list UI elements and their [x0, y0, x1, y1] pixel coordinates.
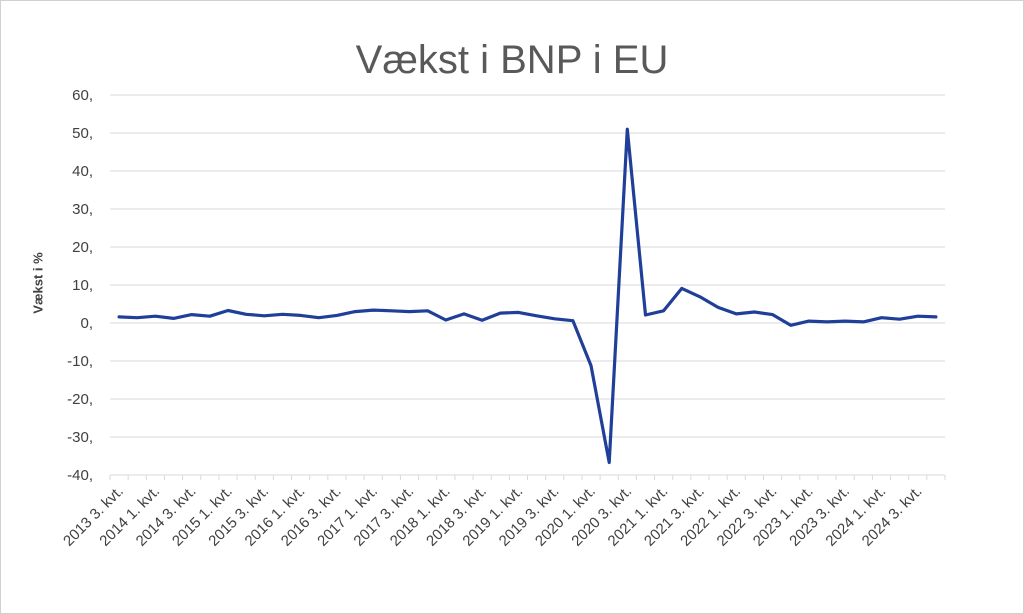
x-axis	[109, 474, 946, 480]
y-tick-label: 60,	[72, 87, 93, 104]
y-tick-label: 30,	[72, 201, 93, 218]
x-axis-ticks: 2013 3. kvt.2014 1. kvt.2014 3. kvt.2015…	[60, 483, 926, 550]
y-tick-label: 10,	[72, 277, 93, 294]
data-point	[753, 310, 756, 314]
data-point	[735, 312, 738, 316]
data-point	[426, 309, 429, 313]
data-point	[571, 319, 575, 322]
data-point	[716, 306, 720, 309]
data-point	[136, 316, 139, 319]
data-point	[934, 315, 938, 319]
data-point	[281, 313, 284, 316]
data-point	[480, 319, 484, 322]
series-line	[117, 127, 938, 465]
data-point	[299, 314, 302, 317]
y-tick-label: -10,	[67, 353, 93, 370]
data-point	[553, 317, 556, 321]
data-point	[408, 310, 411, 313]
data-point	[862, 320, 865, 324]
y-axis-ticks: 60, 50, 40, 30, 20, 10, 0, -10, -20, -30, -40,	[67, 87, 93, 484]
data-point	[789, 324, 792, 327]
data-point	[462, 312, 466, 316]
data-point	[607, 461, 611, 464]
data-point	[825, 320, 829, 324]
data-point	[916, 314, 919, 318]
data-point	[843, 319, 847, 323]
data-point	[317, 316, 320, 319]
y-tick-label: 40,	[72, 163, 93, 180]
data-point	[335, 314, 339, 317]
data-point	[644, 313, 647, 317]
y-tick-label: -40,	[67, 467, 93, 484]
data-point	[680, 287, 683, 290]
data-point	[117, 315, 121, 319]
y-tick-label: -30,	[67, 429, 93, 446]
data-point	[698, 295, 702, 298]
data-point	[517, 311, 520, 314]
data-point	[499, 311, 502, 315]
data-point	[226, 309, 230, 312]
gridlines	[110, 94, 945, 438]
chart-title: Vækst i BNP i EU	[355, 38, 669, 82]
data-point	[208, 314, 212, 318]
y-tick-label: 50,	[72, 125, 93, 142]
y-tick-label: 20,	[72, 239, 93, 256]
data-point	[172, 317, 175, 320]
data-point	[898, 318, 901, 321]
data-point	[390, 309, 393, 313]
y-tick-label: 0,	[80, 315, 93, 332]
data-point	[190, 313, 193, 316]
series-group	[117, 127, 938, 465]
data-point	[589, 364, 593, 367]
data-point	[154, 314, 157, 318]
data-point	[353, 310, 357, 313]
data-point	[771, 313, 774, 316]
y-tick-label: -20,	[67, 391, 93, 408]
data-point	[372, 308, 375, 312]
data-point	[263, 314, 266, 317]
data-point	[535, 314, 538, 317]
data-point	[444, 318, 448, 322]
data-point	[626, 128, 629, 131]
data-point	[880, 316, 883, 319]
data-point	[662, 309, 665, 313]
data-point	[807, 319, 811, 323]
data-point	[244, 313, 248, 316]
